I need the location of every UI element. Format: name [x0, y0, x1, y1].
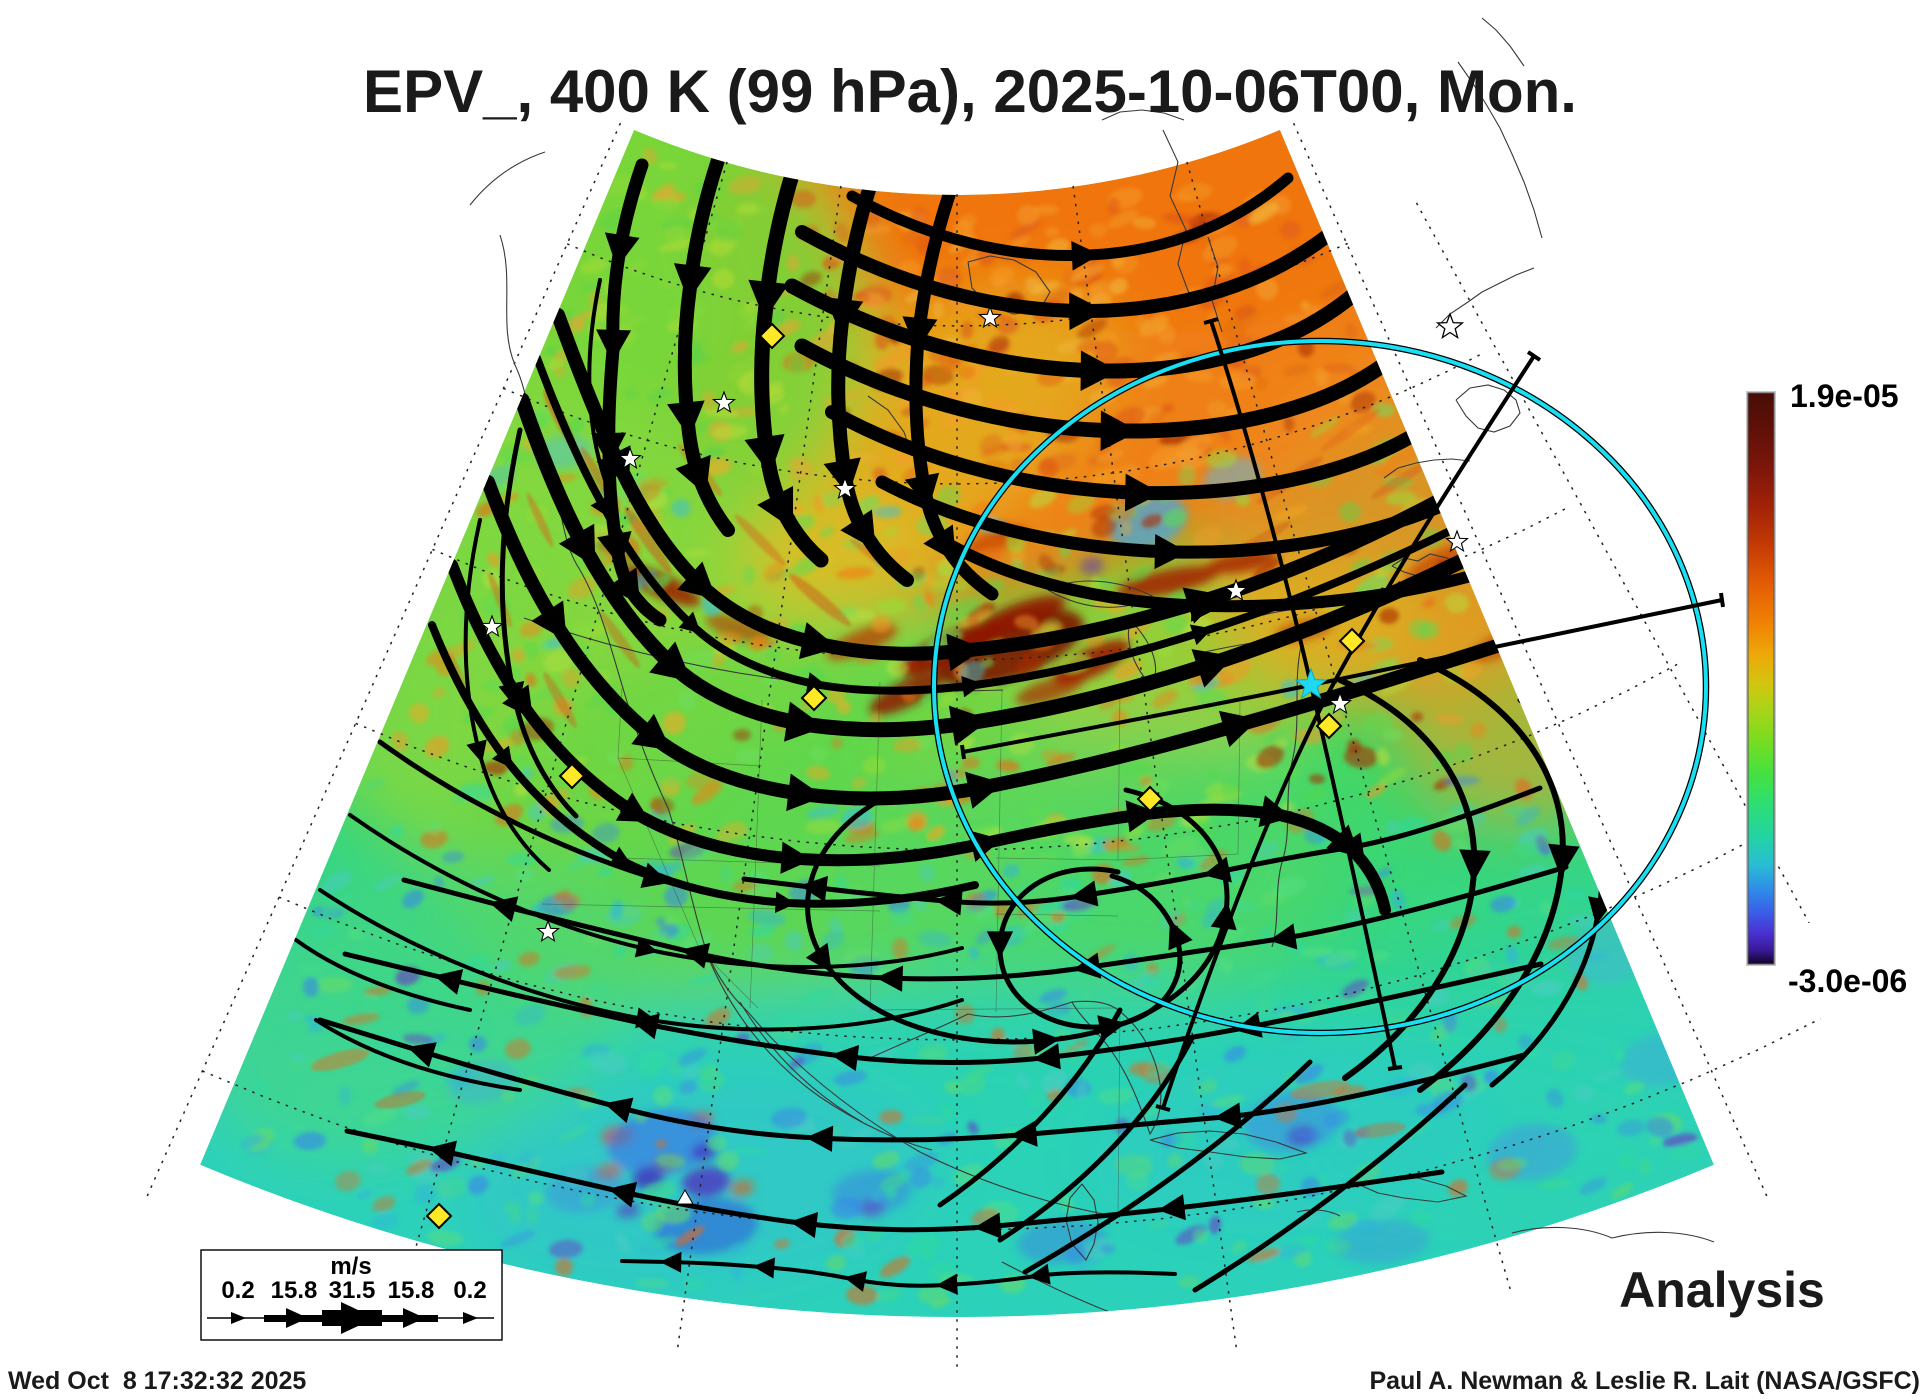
svg-text:0.2: 0.2	[221, 1277, 254, 1304]
svg-text:EPV_, 400 K (99 hPa), 2025-10-: EPV_, 400 K (99 hPa), 2025-10-06T00, Mon…	[363, 58, 1577, 125]
svg-text:0.2: 0.2	[453, 1277, 486, 1304]
svg-text:Analysis: Analysis	[1619, 1262, 1825, 1318]
svg-text:31.5: 31.5	[329, 1277, 376, 1304]
svg-text:1.9e-05: 1.9e-05	[1790, 378, 1899, 414]
svg-text:Paul A. Newman & Leslie R. Lai: Paul A. Newman & Leslie R. Lait (NASA/GS…	[1369, 1367, 1920, 1394]
svg-text:m/s: m/s	[330, 1253, 371, 1280]
svg-text:15.8: 15.8	[388, 1277, 435, 1304]
svg-text:15.8: 15.8	[271, 1277, 318, 1304]
svg-text:Wed Oct 8 17:32:32 2025: Wed Oct 8 17:32:32 2025	[8, 1367, 306, 1394]
svg-text:-3.0e-06: -3.0e-06	[1788, 963, 1907, 999]
